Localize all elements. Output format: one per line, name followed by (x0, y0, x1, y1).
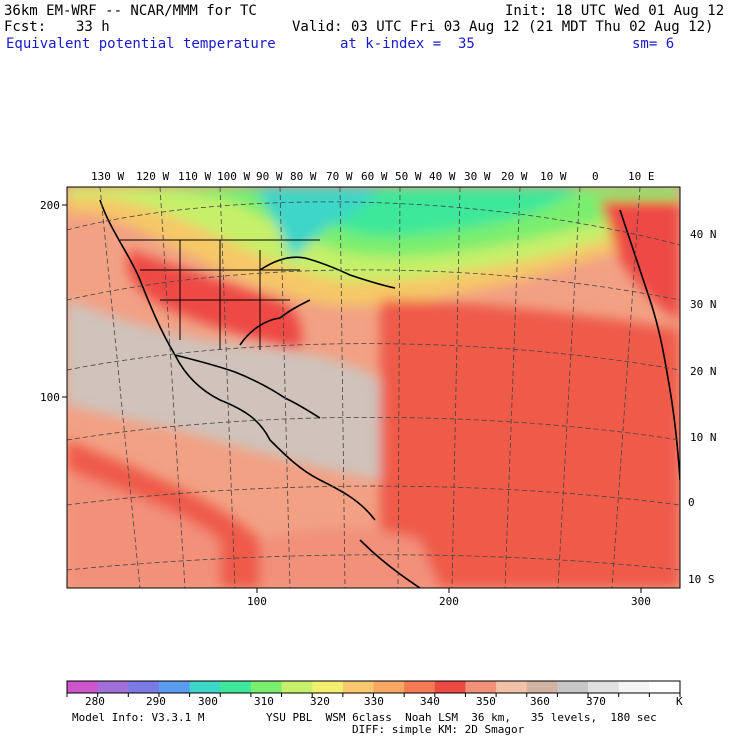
forecast-label: Fcst: (4, 19, 47, 35)
gray-region-gulf (67, 300, 380, 480)
colorbar-swatch (97, 681, 129, 693)
smoothing-label: sm= 6 (632, 36, 675, 52)
map-frame (66, 186, 681, 589)
grid-x-label: 300 (631, 595, 651, 608)
colorbar-swatch (67, 681, 99, 693)
field-name: Equivalent potential temperature (6, 36, 276, 52)
lon-label: 30 W (464, 170, 491, 183)
colorbar-swatch (158, 681, 191, 693)
lat-label: 10 N (690, 431, 717, 444)
grid-x-label: 200 (439, 595, 459, 608)
lon-label: 10 E (628, 170, 655, 183)
colorbar-label: 330 (364, 695, 384, 708)
physics-info: YSU PBL WSM 6class Noah LSM 36 km, 35 le… (266, 711, 657, 724)
colorbar-swatch (404, 681, 436, 693)
colorbar-swatch (465, 681, 497, 693)
lon-label: 70 W (326, 170, 353, 183)
colorbar-label: 310 (254, 695, 274, 708)
lon-label: 40 W (429, 170, 456, 183)
lon-label: 90 W (256, 170, 283, 183)
lon-label: 80 W (290, 170, 317, 183)
lat-label: 0 (688, 496, 695, 509)
colorbar-swatch (250, 681, 283, 693)
lon-label: 130 W (91, 170, 125, 183)
colorbar-swatch (526, 681, 558, 693)
colorbar-label: 340 (420, 695, 440, 708)
colorbar-label: 360 (530, 695, 550, 708)
colorbar-swatch (649, 681, 681, 693)
lon-label: 10 W (540, 170, 567, 183)
colorbar-swatch (434, 681, 466, 693)
valid-time: Valid: 03 UTC Fri 03 Aug 12 (21 MDT Thu … (292, 19, 714, 35)
lon-label: 50 W (395, 170, 422, 183)
colorbar-swatch (220, 681, 252, 693)
colorbar-swatch (618, 681, 650, 693)
grid-y-label: 200 (40, 199, 60, 212)
graticule (67, 187, 680, 588)
colorbar-swatch (189, 681, 221, 693)
forecast-hour: 33 h (76, 19, 110, 35)
init-time: Init: 18 UTC Wed 01 Aug 12 (505, 3, 725, 19)
axis-ticks (62, 204, 642, 593)
colorbar-label: 350 (476, 695, 496, 708)
colorbar-label: 320 (310, 695, 330, 708)
colorbar-swatch (588, 681, 620, 693)
band-290k (260, 187, 380, 260)
colorbar-swatch (557, 681, 589, 693)
political-boundaries (120, 239, 320, 350)
colorbar-label: 290 (146, 695, 166, 708)
colorbar-label: 300 (198, 695, 218, 708)
grid-y-label: 100 (40, 391, 60, 404)
grid-x-label: 100 (247, 595, 267, 608)
colorbar-label: 280 (85, 695, 105, 708)
lat-label: 30 N (690, 298, 717, 311)
model-title: 36km EM-WRF -- NCAR/MMM for TC (4, 3, 257, 19)
level-label: at k-index = 35 (340, 36, 475, 52)
lon-label: 100 W (217, 170, 251, 183)
colorbar-swatch (128, 681, 160, 693)
lat-label: 10 S (688, 573, 715, 586)
diffusion-info: DIFF: simple KM: 2D Smagor (352, 723, 525, 736)
colorbar-swatch (342, 681, 374, 693)
lon-label: 0 (592, 170, 599, 183)
lon-label: 110 W (178, 170, 212, 183)
lat-label: 20 N (690, 365, 717, 378)
colorbar-swatch (373, 681, 405, 693)
colorbar-unit: K (676, 695, 683, 708)
lon-label: 60 W (361, 170, 388, 183)
warm-region-europe (600, 200, 680, 320)
colorbar-swatch (496, 681, 528, 693)
colorbar-swatch (281, 681, 313, 693)
warm-region-atlantic (380, 300, 680, 588)
colorbar-swatch (312, 681, 344, 693)
warm-region-south-america (260, 528, 440, 588)
lon-label: 20 W (501, 170, 528, 183)
lon-label: 120 W (136, 170, 170, 183)
lat-label: 40 N (690, 228, 717, 241)
warm-band-pacific (67, 470, 220, 588)
model-info: Model Info: V3.3.1 M (72, 711, 205, 724)
colorbar-label: 370 (586, 695, 606, 708)
